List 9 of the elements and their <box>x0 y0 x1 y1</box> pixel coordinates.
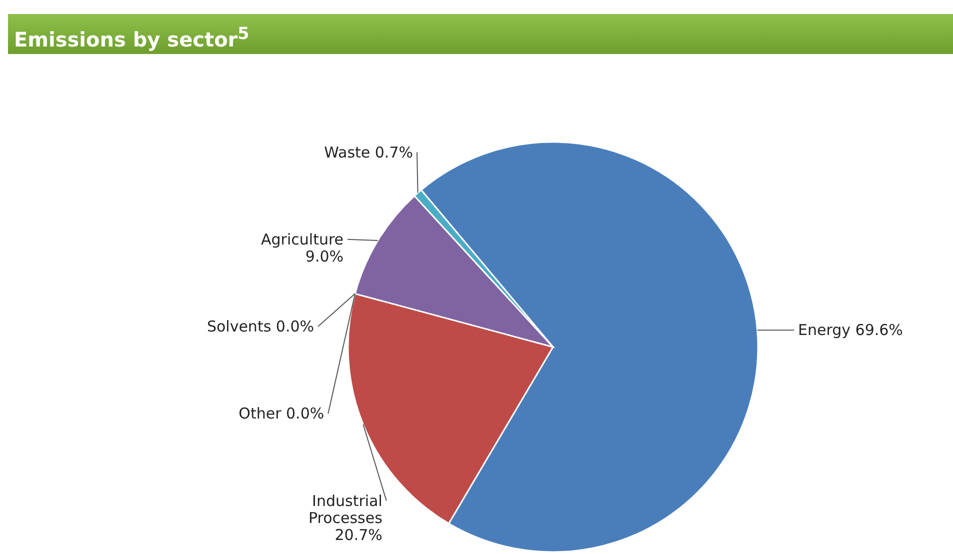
data-label: 9.0% <box>305 247 344 266</box>
slice-label: Waste 0.7% <box>324 143 413 162</box>
slice-label: Energy 69.6% <box>798 321 903 340</box>
data-label: 20.7% <box>334 526 382 544</box>
chart-title: Emissions by sector$^{5}$ <box>8 14 953 54</box>
category-label: Other 0.0% <box>238 404 324 423</box>
category-label: Solvents 0.0% <box>206 318 314 336</box>
slice-label: Industrial Processes <box>308 492 383 527</box>
slice-label: Agriculture <box>261 230 344 248</box>
